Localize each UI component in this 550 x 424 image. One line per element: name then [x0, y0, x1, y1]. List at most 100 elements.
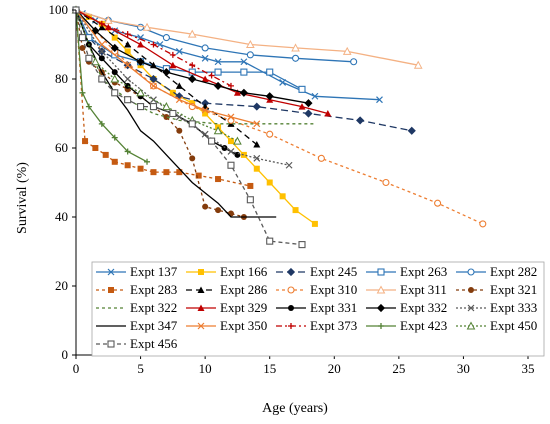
- data-point: [149, 103, 158, 111]
- data-point: [291, 54, 300, 62]
- y-tick-label: 60: [55, 140, 68, 155]
- data-point: [136, 57, 145, 66]
- data-point: [265, 92, 274, 101]
- data-point: [253, 120, 261, 128]
- data-point: [124, 31, 131, 38]
- data-point: [202, 110, 209, 117]
- legend-label: Expt 423: [400, 318, 447, 333]
- legend-item-expt-263: Expt 263: [366, 264, 447, 279]
- data-point: [137, 41, 145, 48]
- data-point: [111, 158, 118, 165]
- data-point: [150, 82, 157, 90]
- legend-label: Expt 373: [310, 318, 357, 333]
- legend-item-expt-283: Expt 283: [96, 282, 177, 297]
- data-point: [150, 41, 157, 48]
- x-tick-label: 10: [199, 361, 212, 376]
- legend-marker: [286, 267, 296, 277]
- data-point: [246, 51, 254, 59]
- data-point: [124, 41, 132, 48]
- data-point: [169, 109, 177, 118]
- data-point: [124, 148, 131, 155]
- series-expt-332: [71, 5, 313, 108]
- data-point: [285, 161, 293, 169]
- y-tick-label: 40: [55, 209, 68, 224]
- series-expt-310: [72, 6, 487, 228]
- data-point: [227, 148, 235, 155]
- legend-label: Expt 166: [220, 264, 268, 279]
- data-point: [163, 113, 170, 120]
- data-point: [98, 41, 106, 48]
- data-point: [169, 61, 177, 69]
- series-line-expt-311: [75, 9, 419, 66]
- data-point: [78, 34, 87, 42]
- data-point: [356, 116, 365, 125]
- series-line-expt-450: [75, 9, 238, 142]
- data-point: [247, 182, 254, 189]
- x-tick-label: 0: [73, 361, 80, 376]
- data-point: [188, 74, 197, 84]
- data-point: [221, 145, 228, 151]
- data-point: [382, 178, 390, 187]
- data-point: [479, 220, 487, 228]
- data-point: [233, 89, 241, 96]
- data-point: [189, 155, 196, 162]
- data-point: [187, 29, 197, 38]
- data-point: [202, 203, 209, 210]
- legend-item-expt-311: Expt 311: [366, 282, 447, 297]
- data-point: [253, 154, 261, 162]
- x-tick-label: 25: [392, 361, 405, 376]
- data-point: [144, 158, 151, 165]
- data-point: [136, 88, 145, 97]
- data-point: [279, 193, 286, 200]
- data-point: [124, 82, 131, 89]
- legend-label: Expt 283: [130, 282, 177, 297]
- legend-marker: [197, 286, 205, 293]
- data-point: [189, 62, 196, 69]
- legend-marker: [467, 304, 475, 312]
- data-point: [79, 44, 86, 51]
- legend-item-expt-166: Expt 166: [186, 264, 268, 279]
- data-point: [215, 207, 222, 214]
- data-point: [208, 72, 215, 79]
- data-point: [208, 137, 216, 145]
- legend-label: Expt 332: [400, 300, 447, 315]
- legend-item-expt-245: Expt 245: [276, 264, 357, 279]
- series-expt-333: [72, 6, 293, 169]
- series-expt-322: [75, 9, 315, 125]
- data-point: [214, 58, 222, 66]
- legend-marker: [108, 287, 114, 293]
- data-point: [176, 169, 183, 176]
- data-point: [240, 68, 248, 76]
- data-point: [227, 161, 235, 169]
- data-point: [252, 102, 261, 111]
- legend-item-expt-456: Expt 456: [96, 336, 178, 351]
- x-tick-label: 5: [137, 361, 144, 376]
- data-point: [79, 89, 86, 96]
- data-point: [98, 55, 105, 62]
- series-line-expt-322: [75, 9, 315, 125]
- series-line-expt-347: [75, 9, 277, 218]
- data-point: [98, 120, 105, 127]
- data-point: [304, 99, 313, 108]
- series-line-expt-332: [75, 9, 309, 104]
- legend-label: Expt 329: [220, 300, 267, 315]
- data-point: [434, 199, 442, 207]
- data-point: [162, 102, 171, 111]
- data-point: [98, 75, 106, 83]
- data-point: [413, 60, 423, 69]
- data-point: [85, 54, 93, 62]
- data-point: [266, 68, 274, 76]
- data-point: [291, 43, 300, 52]
- legend-marker: [197, 304, 205, 311]
- legend-marker: [197, 322, 205, 330]
- data-point: [103, 15, 113, 24]
- legend-marker: [288, 305, 294, 311]
- y-tick-label: 20: [55, 278, 68, 293]
- data-point: [240, 58, 248, 66]
- legend-item-expt-329: Expt 329: [186, 300, 267, 315]
- data-point: [233, 136, 242, 145]
- data-point: [110, 43, 119, 53]
- legend-label: Expt 282: [490, 264, 537, 279]
- legend-marker: [377, 268, 385, 276]
